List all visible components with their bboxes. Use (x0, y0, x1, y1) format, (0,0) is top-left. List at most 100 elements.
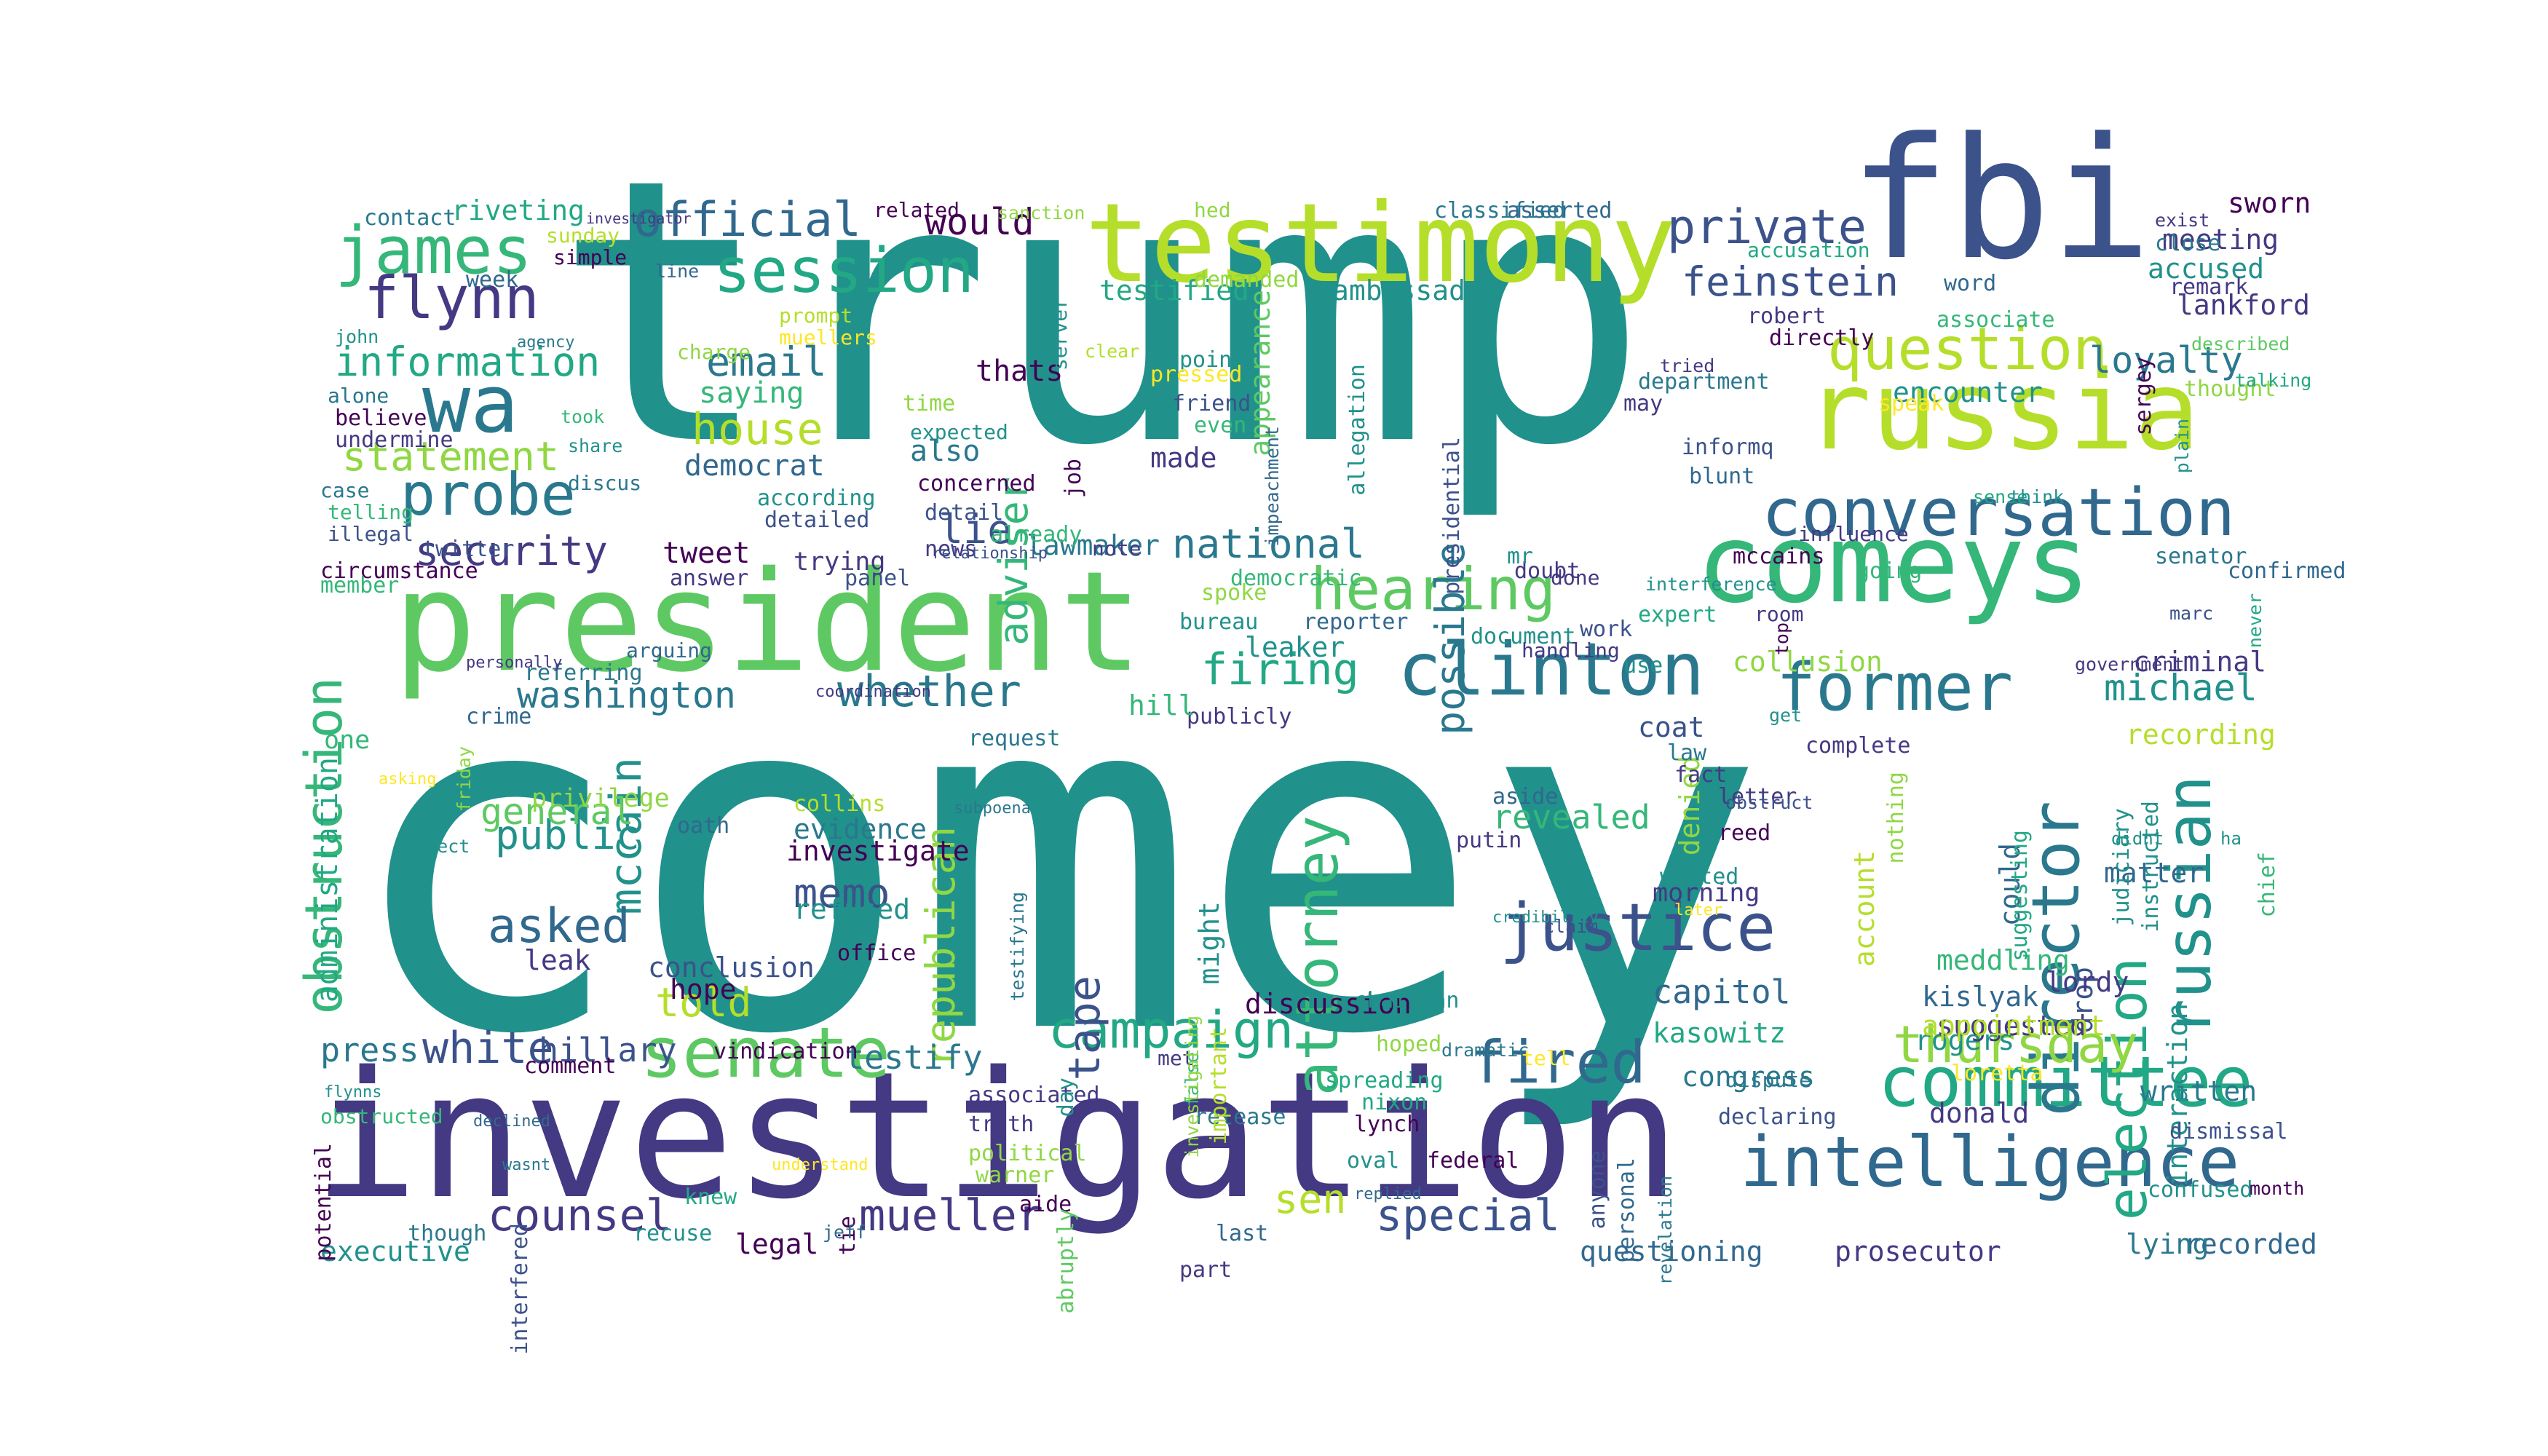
word-potential: potential (311, 1143, 336, 1262)
word-privilege: privilege (531, 784, 670, 813)
word-criminal: criminal (2133, 646, 2267, 678)
word-document: document (1471, 624, 1576, 649)
word-trump: trump (553, 101, 1650, 525)
word-month: month (2250, 1178, 2305, 1199)
word-interaction: interaction (2161, 1003, 2193, 1187)
word-intelligence: intelligence (1740, 1123, 2240, 1203)
word-tweet: tweet (662, 537, 751, 570)
word-complete: complete (1805, 733, 1911, 759)
word-nixon: nixon (1361, 1090, 1428, 1115)
word-speak: speak (1878, 391, 1944, 416)
word-investigation: investigation (313, 1034, 1681, 1238)
word-fact: fact (1674, 762, 1728, 788)
word-discus: discus (568, 471, 642, 495)
word-morning: morning (1653, 879, 1760, 908)
word-day: day (1053, 1077, 1079, 1117)
word-revealed: revealed (1492, 798, 1650, 836)
word-meeting: meeting (2162, 223, 2279, 256)
word-friday: friday (454, 746, 475, 812)
word-executive: executive (320, 1235, 470, 1267)
word-donald: donald (1929, 1097, 2030, 1129)
word-tell: tell (1522, 1046, 1571, 1070)
word-general: general (480, 791, 634, 833)
word-aide: aide (1019, 1192, 1072, 1217)
word-tried: tried (1660, 355, 1715, 376)
word-testified: testified (1099, 274, 1249, 306)
word-investigator: investigator (586, 210, 692, 227)
word-democratic: democratic (1230, 566, 1362, 591)
word-declaring: declaring (1718, 1104, 1837, 1130)
word-done: done (1551, 566, 1600, 590)
word-oval: oval (1347, 1148, 1400, 1174)
word-allegation: allegation (1345, 364, 1370, 496)
word-office: office (837, 941, 917, 966)
word-plain: plain (2172, 419, 2193, 474)
word-declined: declined (473, 1112, 550, 1131)
word-memo: memo (794, 870, 890, 917)
word-last: last (1216, 1221, 1269, 1246)
word-word: word (1944, 271, 1997, 296)
word-encounter: encounter (1893, 376, 2043, 408)
word-abruptly: abruptly (1053, 1208, 1079, 1314)
word-expert: expert (1638, 602, 1717, 628)
word-testimony: testimony (1085, 181, 1677, 307)
word-prosecutor: prosecutor (1835, 1235, 2001, 1267)
word-spoke: spoke (1201, 580, 1267, 606)
word-evidence: evidence (794, 813, 927, 845)
word-detailed: detailed (764, 507, 870, 533)
word-publicly: publicly (1187, 704, 1292, 729)
word-subpoena: subpoena (954, 799, 1031, 818)
word-comeys: comeys (1696, 501, 2091, 628)
word-flynn: flynn (364, 264, 539, 332)
word-white: white (422, 1023, 554, 1074)
word-understand: understand (772, 1156, 869, 1174)
word-wa: wa (422, 357, 519, 451)
word-pressed: pressed (1150, 362, 1243, 387)
word-sanction: sanction (997, 202, 1085, 223)
word-get: get (1769, 705, 1803, 726)
word-email: email (706, 339, 827, 385)
word-personal: personal (1614, 1158, 1639, 1263)
word-john: john (335, 326, 379, 347)
word-friend: friend (1172, 391, 1251, 416)
word-sergey: sergey (2131, 357, 2156, 436)
word-comment: comment (524, 1053, 617, 1079)
word-lordy: lordy (2046, 966, 2129, 998)
word-questioning: questioning (1580, 1235, 1763, 1267)
word-prompt: prompt (779, 304, 853, 328)
word-obstruct: obstruct (1725, 792, 1813, 813)
word-whether: whether (837, 666, 1021, 717)
word-note: note (1092, 537, 1142, 561)
word-trying: trying (794, 547, 886, 577)
word-top: top (1771, 622, 1792, 656)
word-sunday: sunday (546, 223, 620, 248)
word-job: job (1061, 459, 1086, 499)
word-conclusion: conclusion (648, 951, 815, 984)
word-knew: knew (684, 1184, 737, 1210)
word-concerned: concerned (917, 471, 1036, 496)
word-asserted: asserted (1507, 198, 1613, 223)
word-close: close (2155, 231, 2221, 256)
word-james: james (335, 213, 532, 289)
word-obstructed: obstructed (320, 1104, 443, 1128)
word-met: met (1158, 1046, 1195, 1070)
word-server: server (1048, 297, 1072, 371)
word-credibility: credibility (1492, 909, 1599, 927)
word-administration: administration (311, 757, 344, 1003)
word-testify: testify (844, 1038, 983, 1077)
word-wanted: wanted (1660, 864, 1739, 890)
word-thursday: thursday (1893, 1015, 2139, 1075)
word-leaker: leaker (1245, 631, 1345, 663)
word-recording: recording (2126, 719, 2276, 751)
word-alone: alone (328, 384, 389, 408)
word-room: room (1754, 602, 1804, 626)
word-written: written (2140, 1075, 2258, 1107)
word-bureau: bureau (1179, 609, 1259, 635)
word-relationship: relationship (932, 545, 1048, 563)
word-truth: truth (968, 1112, 1034, 1137)
word-made: made (1150, 442, 1217, 474)
word-collins: collins (794, 791, 886, 817)
word-handling: handling (1522, 638, 1620, 662)
word-time: time (903, 391, 956, 416)
word-expected: expected (910, 420, 1008, 444)
